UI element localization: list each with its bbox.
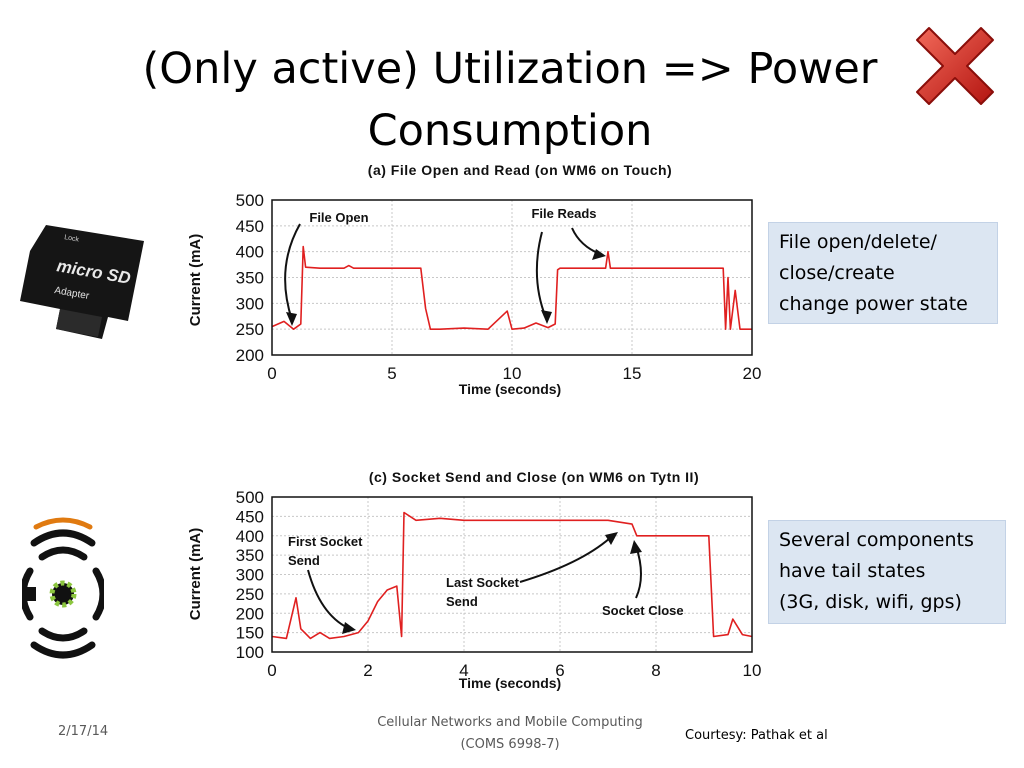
chart-a-xtick-4: 20 (743, 364, 762, 383)
wifi-signal-icon (19, 513, 107, 673)
micro-sd-adapter-icon: Lock micro SD Adapter (16, 221, 152, 347)
chart-a-ylabel: Current (mA) (187, 234, 204, 327)
chart-c-arrowhead-3 (630, 540, 642, 554)
callout-tail-line-3: (3G, disk, wifi, gps) (779, 591, 962, 613)
chart-socket-send-close: 100 150 200 250 300 350 400 450 500 0 2 4 6 8 10 (c) S… (180, 464, 780, 696)
callout-tail-line-1: Several components (779, 529, 974, 551)
chart-c-annotation-first-send: First Socket Send (288, 534, 366, 568)
slide-title: (Only active) Utilization => Power Consu… (100, 38, 920, 162)
first-send-line-2: Send (288, 553, 320, 568)
chart-c-annotation-socket-close: Socket Close (602, 603, 684, 618)
chart-c-ytick-0: 100 (236, 643, 264, 662)
chart-a-arrowhead-2 (541, 310, 552, 324)
chart-a-xtick-3: 15 (623, 364, 642, 383)
footer-date: 2/17/14 (58, 724, 109, 739)
chart-c-ytick-4: 300 (236, 566, 264, 585)
sd-lock-text: Lock (64, 234, 80, 244)
chart-c-ylabel: Current (mA) (187, 528, 204, 621)
chart-a-arrowhead-1 (286, 312, 297, 326)
last-send-line-1: Last Socket (446, 575, 520, 590)
chart-a-ytick-6: 500 (236, 191, 264, 210)
red-x-icon (905, 16, 1005, 116)
chart-a-ytick-4: 400 (236, 243, 264, 262)
footer-course-line-1: Cellular Networks and Mobile Computing (377, 715, 643, 730)
callout-file-ops-line-2: close/create (779, 262, 895, 284)
chart-a-arrowhead-3 (592, 249, 606, 260)
callout-tail-line-2: have tail states (779, 560, 926, 582)
chart-c-ytick-2: 200 (236, 604, 264, 623)
chart-a-ytick-3: 350 (236, 269, 264, 288)
chart-a-arrow-file-reads-1 (535, 231, 547, 319)
callout-file-ops: File open/delete/ close/create change po… (768, 222, 998, 324)
chart-c-ytick-7: 450 (236, 507, 264, 526)
chart-c-ytick-1: 150 (236, 624, 264, 643)
chart-a-plot: 200 250 300 350 400 450 500 0 5 10 15 20 (236, 191, 762, 383)
chart-a-annotation-file-reads: File Reads (531, 206, 596, 221)
first-send-line-1: First Socket (288, 534, 363, 549)
chart-c-arrow-last-send (519, 537, 611, 583)
title-line-2: Consumption (367, 106, 653, 156)
chart-a-plot-frame (271, 199, 753, 356)
last-send-line-2: Send (446, 594, 478, 609)
callout-file-ops-line-1: File open/delete/ (779, 231, 937, 253)
chart-c-ytick-8: 500 (236, 488, 264, 507)
chart-c-xtick-3: 6 (555, 661, 564, 680)
chart-c-arrow-first-send (307, 569, 349, 629)
chart-c-arrowhead-2 (605, 532, 618, 545)
chart-a-ytick-2: 300 (236, 294, 264, 313)
footer-course-line-2: (COMS 6998-7) (460, 737, 560, 752)
chart-a-title: (a) File Open and Read (on WM6 on Touch) (368, 162, 672, 178)
chart-c-series-0-line (271, 511, 753, 640)
chart-c-xtick-4: 8 (651, 661, 660, 680)
footer-courtesy: Courtesy: Pathak et al (685, 728, 828, 743)
footer-course: Cellular Networks and Mobile Computing (… (360, 712, 660, 756)
chart-c-ytick-6: 400 (236, 527, 264, 546)
chart-a-series-0-line (271, 245, 752, 330)
chart-a-xtick-0: 0 (267, 364, 276, 383)
chart-file-open-read: 200 250 300 350 400 450 500 0 5 10 15 20 (a) File O… (180, 158, 780, 398)
chart-c-arrowhead-1 (342, 622, 356, 634)
chart-a-ytick-1: 250 (236, 320, 264, 339)
chart-a-arrow-file-open (284, 223, 301, 321)
chart-c-xlabel: Time (seconds) (459, 675, 561, 691)
chart-a-annotation-file-open: File Open (309, 210, 368, 225)
chart-c-xtick-5: 10 (743, 661, 762, 680)
callout-file-ops-line-3: change power state (779, 293, 968, 315)
chart-c-xtick-2: 4 (459, 661, 468, 680)
chart-c-xtick-0: 0 (267, 661, 276, 680)
chart-a-ytick-5: 450 (236, 217, 264, 236)
chart-c-title: (c) Socket Send and Close (on WM6 on Tyt… (369, 469, 699, 485)
chart-a-svg: 200 250 300 350 400 450 500 0 5 10 15 20 (a) File O… (187, 162, 762, 397)
callout-tail-states: Several components have tail states (3G,… (768, 520, 1006, 624)
chart-c-annotation-last-send: Last Socket Send (446, 575, 523, 609)
chart-a-ytick-0: 200 (236, 346, 264, 365)
chart-a-xlabel: Time (seconds) (459, 381, 561, 397)
chart-a-xtick-1: 5 (387, 364, 396, 383)
chart-c-plot-frame (271, 496, 753, 653)
chart-c-ytick-5: 350 (236, 546, 264, 565)
chart-c-xtick-1: 2 (363, 661, 372, 680)
title-line-1: (Only active) Utilization => Power (142, 44, 878, 94)
chart-c-ytick-3: 250 (236, 585, 264, 604)
chart-a-xtick-2: 10 (503, 364, 522, 383)
